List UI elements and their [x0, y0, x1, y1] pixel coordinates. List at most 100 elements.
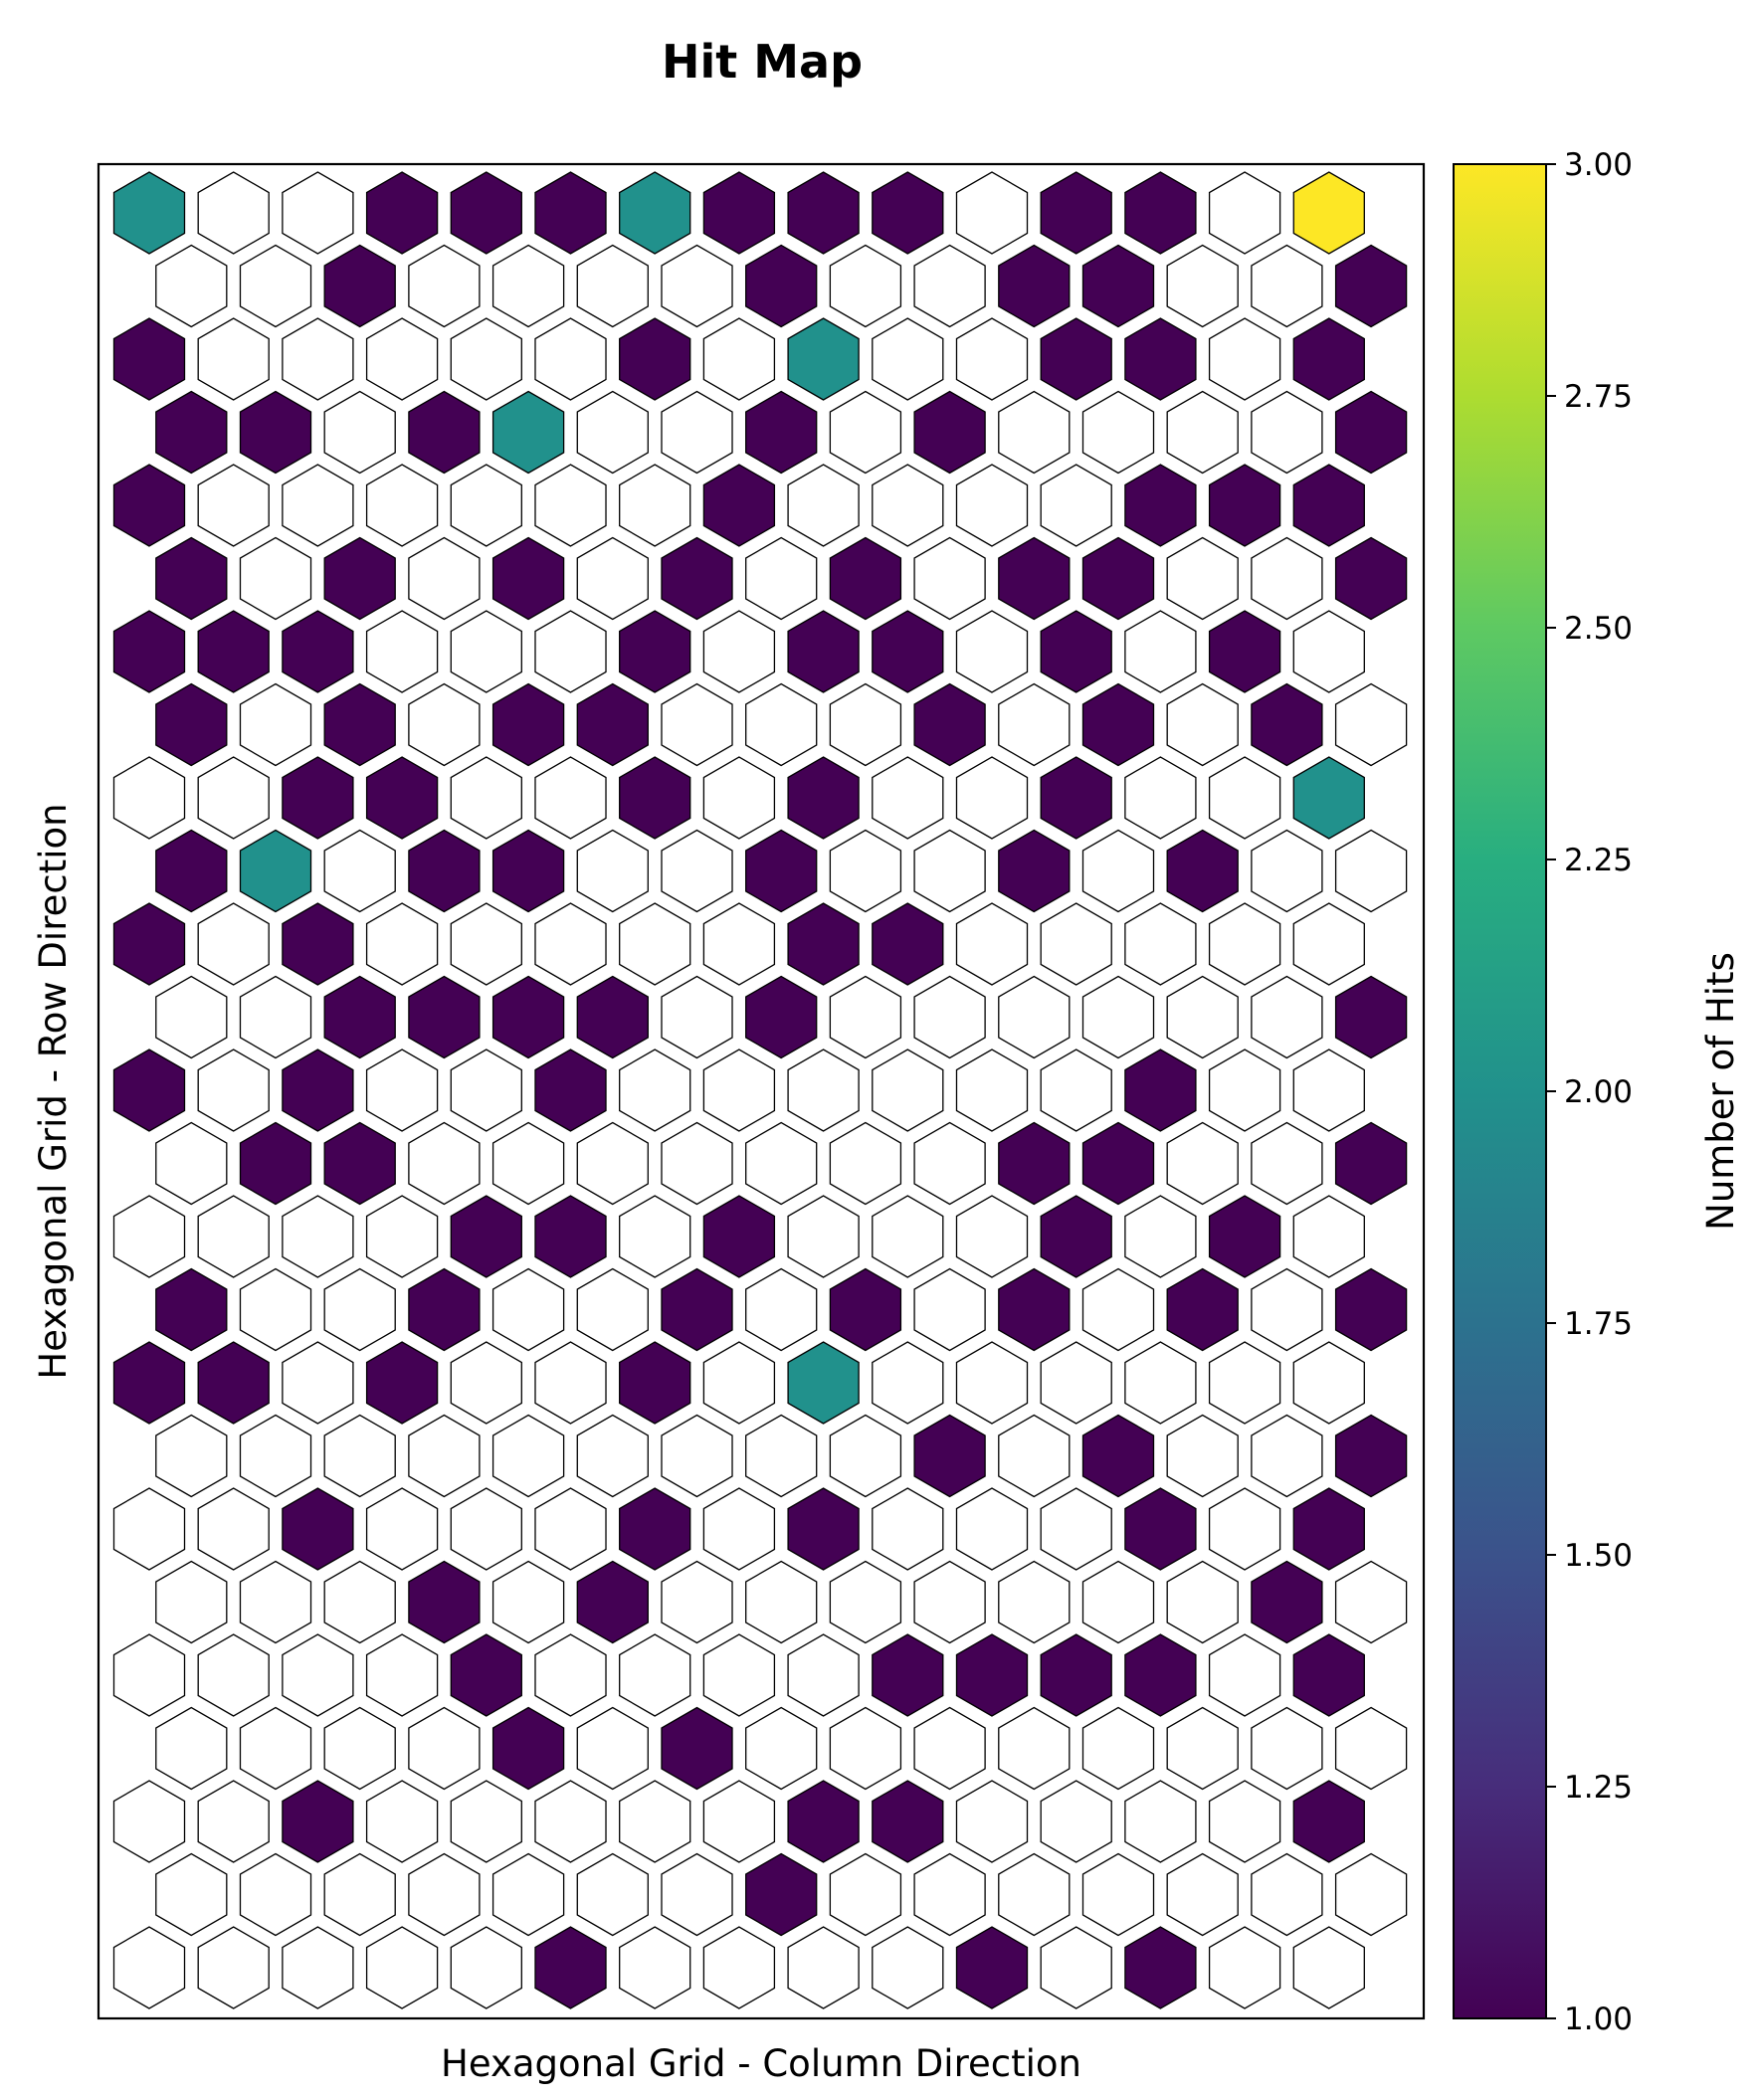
hex-cell	[450, 317, 522, 401]
hex-cell	[1334, 1414, 1408, 1498]
hex-cell	[576, 829, 649, 913]
hex-cell	[155, 1121, 228, 1206]
hex-cell	[829, 829, 902, 913]
hex-cell	[745, 1560, 818, 1644]
colorbar-tick-label: 3.00	[1564, 147, 1633, 183]
hex-cell	[619, 317, 691, 401]
hex-cell	[365, 1633, 439, 1717]
hex-cell	[491, 829, 565, 913]
hex-cell	[1251, 1560, 1323, 1644]
hex-cell	[1081, 1267, 1155, 1352]
hex-cell	[1081, 1560, 1155, 1644]
hex-cell	[576, 1852, 649, 1937]
hex-cell	[745, 1267, 818, 1352]
hex-cell	[1124, 1195, 1197, 1278]
hex-cell	[998, 244, 1071, 328]
hex-cell	[365, 1926, 439, 2009]
hex-cell	[282, 317, 354, 401]
hex-cell	[491, 1852, 565, 1937]
hex-cell	[450, 464, 522, 547]
hex-cell	[619, 1049, 691, 1132]
hex-cell	[619, 464, 691, 547]
hex-cell	[1124, 610, 1197, 693]
hex-cell	[534, 610, 607, 693]
hex-cell	[450, 1195, 522, 1278]
hex-cell	[745, 390, 818, 475]
hex-cell	[1124, 1780, 1197, 1863]
hex-cell	[872, 464, 944, 547]
hex-cell	[787, 610, 860, 693]
hex-cell	[365, 902, 439, 986]
hex-cell	[1040, 902, 1112, 986]
hex-cell	[197, 1633, 270, 1717]
hex-cell	[1334, 536, 1408, 621]
hex-cell	[1166, 1267, 1239, 1352]
hex-cell	[998, 682, 1071, 767]
hex-cell	[1251, 829, 1323, 913]
colorbar-tick-label: 1.00	[1564, 2002, 1633, 2037]
hex-cell	[534, 902, 607, 986]
hex-cell	[1334, 1267, 1408, 1352]
hex-cell	[282, 1780, 354, 1863]
hex-cell	[955, 317, 1029, 401]
hex-cell	[619, 1487, 691, 1571]
hex-cell	[197, 610, 270, 693]
hex-cell	[239, 1267, 312, 1352]
hex-cell	[913, 1267, 986, 1352]
hex-cell	[619, 1341, 691, 1425]
hex-cell	[282, 1633, 354, 1717]
hex-cell	[365, 610, 439, 693]
hex-cell	[1166, 1560, 1239, 1644]
hex-cell	[1166, 1414, 1239, 1498]
hex-cell	[197, 464, 270, 547]
hex-cell	[913, 1560, 986, 1644]
hex-cell	[1334, 682, 1408, 767]
hex-cell	[1334, 1121, 1408, 1206]
hex-cell	[955, 902, 1029, 986]
hex-cell	[365, 1780, 439, 1863]
hex-cell	[745, 1414, 818, 1498]
hex-cell	[1292, 317, 1365, 401]
hex-cell	[155, 682, 228, 767]
hex-cell	[491, 1414, 565, 1498]
hex-cell	[365, 1487, 439, 1571]
hex-cell	[955, 1780, 1029, 1863]
hex-cell	[534, 464, 607, 547]
hex-cell	[1166, 1852, 1239, 1937]
hex-cell	[239, 829, 312, 913]
hex-cell	[745, 244, 818, 328]
hex-cell	[408, 1414, 481, 1498]
hex-cell	[576, 682, 649, 767]
hex-cell	[998, 1706, 1071, 1791]
hex-cell	[197, 317, 270, 401]
hex-cell	[197, 1780, 270, 1863]
hex-cell	[1040, 1049, 1112, 1132]
hex-cell	[491, 975, 565, 1059]
hex-cell	[450, 1487, 522, 1571]
hex-cell	[239, 682, 312, 767]
hex-cell	[112, 1633, 186, 1717]
hex-cell	[112, 1780, 186, 1863]
hex-cell	[661, 390, 733, 475]
hex-cell	[787, 1926, 860, 2009]
hex-cell	[702, 1487, 776, 1571]
hex-cell	[534, 171, 607, 255]
hex-cell	[787, 1049, 860, 1132]
hex-cell	[365, 1341, 439, 1425]
hex-cell	[745, 975, 818, 1059]
hex-cell	[661, 536, 733, 621]
hex-cell	[323, 1267, 396, 1352]
hex-cell	[450, 1633, 522, 1717]
hex-cell	[1292, 1195, 1365, 1278]
hex-cell	[197, 902, 270, 986]
hex-cell	[323, 975, 396, 1059]
hex-cell	[534, 1341, 607, 1425]
hex-cell	[1166, 829, 1239, 913]
hex-cell	[450, 1780, 522, 1863]
hex-cell	[913, 829, 986, 913]
hex-cell	[661, 975, 733, 1059]
hex-cell	[155, 536, 228, 621]
hex-cell	[1334, 1852, 1408, 1937]
hex-cell	[408, 1267, 481, 1352]
